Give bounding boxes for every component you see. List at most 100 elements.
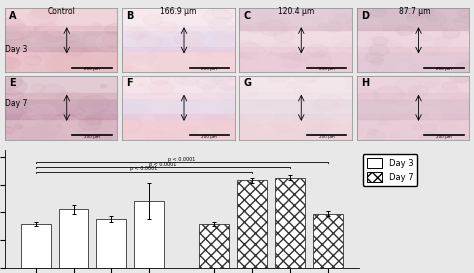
- Circle shape: [33, 28, 39, 31]
- Circle shape: [455, 93, 462, 97]
- Circle shape: [225, 56, 236, 62]
- Circle shape: [298, 21, 317, 32]
- Circle shape: [38, 62, 44, 65]
- Circle shape: [353, 51, 365, 58]
- Circle shape: [54, 117, 83, 133]
- Circle shape: [224, 86, 234, 91]
- Circle shape: [258, 41, 263, 44]
- Circle shape: [31, 84, 45, 92]
- Circle shape: [371, 14, 379, 19]
- Circle shape: [136, 33, 163, 48]
- Circle shape: [186, 52, 198, 59]
- Circle shape: [345, 96, 374, 113]
- Circle shape: [158, 39, 170, 46]
- Circle shape: [392, 93, 412, 105]
- Circle shape: [28, 104, 56, 120]
- Circle shape: [345, 20, 358, 28]
- Bar: [356, 93, 469, 119]
- Bar: [356, 72, 469, 97]
- Circle shape: [326, 22, 343, 32]
- Circle shape: [209, 18, 233, 32]
- Circle shape: [212, 5, 237, 19]
- Circle shape: [149, 81, 173, 95]
- Circle shape: [61, 41, 86, 56]
- Circle shape: [155, 92, 173, 103]
- Circle shape: [401, 118, 411, 124]
- Circle shape: [12, 19, 20, 23]
- Circle shape: [102, 32, 128, 47]
- Bar: [122, 93, 235, 119]
- Circle shape: [0, 57, 19, 69]
- Circle shape: [219, 63, 225, 67]
- Circle shape: [419, 35, 432, 42]
- Circle shape: [65, 34, 79, 42]
- Circle shape: [288, 121, 304, 130]
- Circle shape: [262, 52, 268, 55]
- Circle shape: [445, 96, 453, 101]
- Circle shape: [34, 23, 62, 39]
- Circle shape: [0, 106, 23, 120]
- Circle shape: [308, 81, 334, 96]
- Bar: [122, 72, 235, 97]
- Circle shape: [0, 22, 29, 38]
- Circle shape: [92, 51, 106, 59]
- Circle shape: [429, 111, 441, 118]
- Circle shape: [199, 128, 211, 135]
- Text: Control: Control: [48, 7, 75, 16]
- Circle shape: [6, 45, 20, 53]
- Circle shape: [307, 44, 328, 57]
- Circle shape: [407, 15, 418, 21]
- Circle shape: [372, 34, 392, 45]
- Text: p < 0.0001: p < 0.0001: [149, 162, 176, 167]
- Circle shape: [55, 96, 76, 108]
- Text: 87.7 μm: 87.7 μm: [399, 7, 430, 16]
- Circle shape: [346, 35, 357, 42]
- Circle shape: [346, 82, 357, 89]
- Circle shape: [310, 127, 330, 139]
- Circle shape: [407, 29, 414, 34]
- Bar: [356, 4, 469, 30]
- Circle shape: [126, 67, 138, 74]
- Circle shape: [452, 92, 468, 101]
- Circle shape: [449, 70, 472, 83]
- Bar: [122, 47, 235, 72]
- Text: 166.9 μm: 166.9 μm: [160, 7, 196, 16]
- Circle shape: [151, 75, 169, 85]
- Circle shape: [151, 135, 163, 142]
- Circle shape: [27, 15, 39, 22]
- Circle shape: [62, 27, 84, 39]
- Circle shape: [304, 1, 330, 17]
- Circle shape: [198, 12, 203, 16]
- Circle shape: [366, 70, 375, 75]
- Circle shape: [431, 52, 438, 56]
- Circle shape: [404, 14, 428, 28]
- Circle shape: [139, 121, 152, 129]
- Circle shape: [11, 30, 38, 45]
- Text: 200 μm: 200 μm: [319, 135, 335, 139]
- Circle shape: [132, 60, 146, 68]
- Text: E: E: [9, 78, 16, 88]
- Circle shape: [459, 9, 473, 17]
- Circle shape: [48, 20, 53, 23]
- Circle shape: [289, 11, 312, 24]
- Circle shape: [396, 31, 407, 37]
- Circle shape: [225, 5, 242, 15]
- Circle shape: [245, 42, 271, 57]
- Text: G: G: [244, 78, 252, 88]
- Bar: [134, 201, 164, 268]
- Circle shape: [397, 26, 413, 35]
- Circle shape: [2, 24, 31, 40]
- Circle shape: [78, 95, 109, 113]
- Circle shape: [325, 107, 354, 124]
- Circle shape: [169, 69, 195, 83]
- Circle shape: [15, 50, 33, 60]
- Circle shape: [226, 53, 233, 57]
- Circle shape: [368, 129, 377, 135]
- Circle shape: [373, 37, 388, 46]
- Circle shape: [52, 116, 78, 130]
- Circle shape: [96, 127, 108, 134]
- Circle shape: [126, 27, 147, 40]
- Text: Day 7: Day 7: [5, 99, 27, 108]
- Bar: [356, 114, 469, 140]
- Circle shape: [66, 96, 92, 111]
